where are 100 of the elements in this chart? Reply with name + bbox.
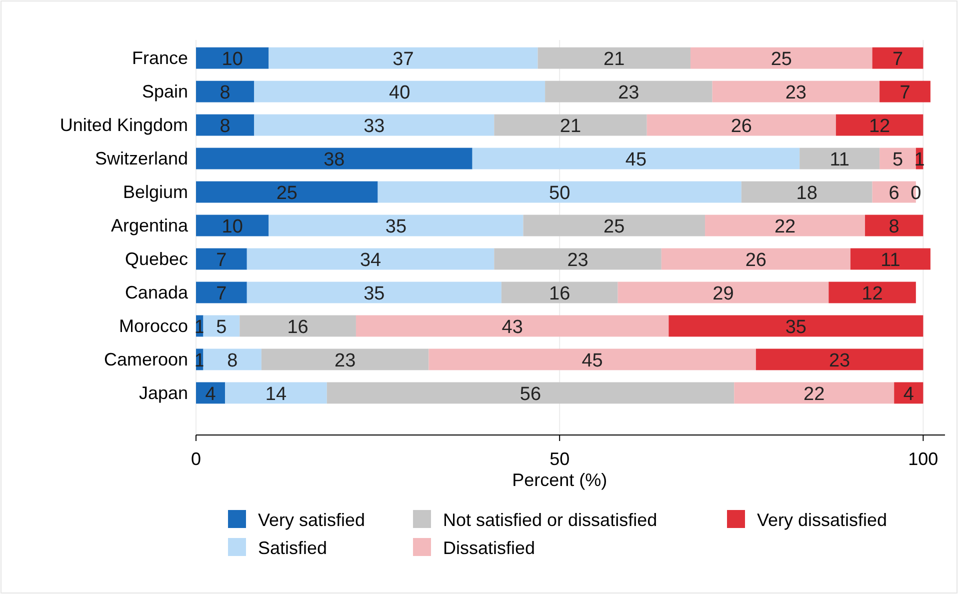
- bar: [828, 282, 916, 304]
- data-label: 33: [364, 116, 385, 138]
- data-label: 45: [625, 150, 647, 171]
- x-tick-label: 100: [908, 449, 938, 469]
- data-label: 10: [222, 49, 243, 70]
- bar: [254, 114, 494, 136]
- bar: [246, 248, 494, 270]
- data-label: 4: [903, 384, 914, 405]
- bar: [261, 348, 429, 370]
- bar: [196, 214, 269, 236]
- bar: [494, 114, 647, 136]
- data-label: 37: [392, 49, 414, 70]
- bar: [203, 348, 262, 370]
- bar: [196, 114, 254, 136]
- x-axis-title: Percent (%): [512, 470, 608, 490]
- data-label: 26: [745, 250, 766, 271]
- bar: [538, 47, 690, 69]
- y-tick-label: France: [132, 48, 188, 68]
- bar: [203, 315, 240, 337]
- data-label: 12: [868, 116, 890, 138]
- bar: [196, 80, 254, 102]
- bar: [196, 47, 269, 69]
- legend-label: Dissatisfied: [443, 538, 536, 558]
- y-tick-label: Belgium: [122, 182, 188, 202]
- bar: [326, 382, 734, 404]
- bar: [800, 148, 880, 170]
- data-label: 35: [785, 316, 806, 338]
- data-label: 35: [364, 283, 385, 304]
- data-label: 16: [549, 283, 570, 304]
- data-label: 23: [828, 350, 850, 372]
- data-label: 40: [389, 82, 410, 104]
- bar: [880, 80, 930, 102]
- y-tick-label: Cameroon: [104, 349, 188, 370]
- bar: [246, 282, 502, 304]
- bar: [472, 148, 800, 170]
- bar: [254, 80, 546, 102]
- data-label: 23: [618, 82, 640, 104]
- data-label: 8: [227, 350, 238, 372]
- data-label: 43: [502, 316, 523, 338]
- bar: [196, 248, 247, 270]
- legend-label: Not satisfied or dissatisfied: [443, 510, 658, 530]
- bar: [196, 148, 472, 170]
- data-label: 21: [560, 116, 582, 138]
- data-label: 25: [604, 216, 625, 238]
- bar: [850, 248, 930, 270]
- bar: [501, 282, 618, 304]
- data-label: 6: [888, 183, 900, 204]
- y-tick-label: Canada: [124, 282, 189, 302]
- bar: [225, 382, 327, 404]
- bar: [545, 80, 712, 102]
- data-label: 8: [888, 216, 900, 238]
- y-tick-label: Japan: [138, 382, 188, 403]
- bar: [268, 214, 524, 236]
- legend-label: Very satisfied: [258, 510, 366, 530]
- y-tick-label: Argentina: [110, 216, 189, 236]
- y-tick-label: United Kingdom: [60, 115, 188, 136]
- x-tick-label: 50: [550, 449, 570, 469]
- bar: [196, 282, 247, 304]
- data-label: 12: [862, 283, 883, 304]
- bar: [646, 114, 836, 136]
- bar: [836, 114, 924, 136]
- data-label: 34: [360, 250, 382, 271]
- legend-label: Satisfied: [258, 538, 328, 558]
- data-label: 23: [334, 350, 356, 372]
- bar: [734, 382, 894, 404]
- bar: [865, 214, 924, 236]
- data-label: 10: [222, 216, 243, 238]
- data-label: 35: [385, 216, 407, 238]
- data-label: 22: [774, 216, 796, 238]
- data-label: 7: [892, 49, 904, 70]
- data-label: 11: [880, 250, 900, 271]
- data-label: 0: [910, 183, 922, 204]
- bar: [196, 382, 226, 404]
- bar: [618, 282, 829, 304]
- bar: [705, 214, 866, 236]
- data-label: 23: [567, 250, 588, 271]
- data-label: 7: [900, 82, 910, 104]
- bar: [523, 214, 706, 236]
- data-label: 22: [804, 384, 825, 405]
- bar: [741, 181, 872, 203]
- data-label: 18: [796, 183, 818, 204]
- data-label: 21: [604, 49, 625, 70]
- bar: [378, 181, 742, 203]
- data-label: 8: [220, 116, 230, 138]
- y-tick-label: Spain: [142, 82, 188, 102]
- bar: [268, 47, 538, 69]
- x-tick-label: 0: [190, 449, 202, 469]
- bar: [661, 248, 850, 270]
- y-tick-label: Morocco: [118, 316, 188, 336]
- data-label: 50: [549, 183, 570, 204]
- data-label: 16: [287, 316, 308, 338]
- bar: [872, 47, 924, 69]
- bar: [428, 348, 756, 370]
- legend-label: Very dissatisfied: [757, 510, 888, 530]
- bar: [668, 315, 924, 337]
- data-label: 23: [785, 82, 806, 104]
- data-label: 5: [892, 150, 904, 171]
- bar: [494, 248, 662, 270]
- data-label: 45: [582, 350, 603, 372]
- data-label: 4: [205, 384, 216, 405]
